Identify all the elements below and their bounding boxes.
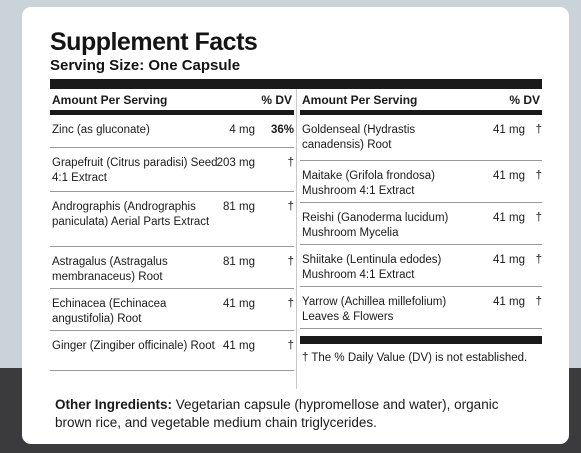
- other-ingredients-text: Vegetarian capsule (hypromellose and wat…: [55, 397, 499, 430]
- amount-per-serving-label: Amount Per Serving: [52, 92, 168, 107]
- ingredient-row: Yarrow (Achillea millefolium) Leaves & F…: [300, 287, 542, 329]
- ingredient-name: Zinc (as gluconate): [52, 124, 150, 136]
- amount-per-serving-label: Amount Per Serving: [302, 92, 418, 107]
- ingredient-dv: †: [535, 254, 542, 266]
- ingredient-row: Zinc (as gluconate) 4 mg 36%: [50, 115, 294, 148]
- ingredient-dv: †: [287, 201, 294, 213]
- ingredient-dv: †: [287, 256, 294, 268]
- ingredient-row: Shiitake (Lentinula edodes) Mushroom 4:1…: [300, 245, 542, 287]
- ingredient-name: Reishi (Ganoderma lucidum) Mushroom Myce…: [302, 212, 449, 239]
- ingredient-dv: †: [535, 212, 542, 224]
- ingredient-name: Ginger (Zingiber officinale) Root: [52, 340, 215, 352]
- ingredient-amount: 4 mg: [229, 124, 255, 136]
- ingredient-amount: 41 mg: [493, 296, 525, 308]
- ingredient-amount: 41 mg: [493, 124, 525, 136]
- ingredient-name: Echinacea (Echinacea angustifolia) Root: [52, 298, 167, 325]
- dv-footnote: † The % Daily Value (DV) is not establis…: [302, 352, 528, 364]
- ingredient-row: Andrographis (Andrographis paniculata) A…: [50, 192, 294, 247]
- ingredient-row: Goldenseal (Hydrastis canadensis) Root 41…: [300, 115, 542, 161]
- serving-size: Serving Size: One Capsule: [50, 57, 241, 74]
- ingredient-name: Astragalus (Astragalus membranaceus) Roo…: [52, 256, 168, 283]
- ingredient-dv: 36%: [270, 124, 294, 136]
- ingredient-row: Grapefruit (Citrus paradisi) Seed 4:1 Ex…: [50, 148, 294, 192]
- column-divider: [296, 89, 297, 389]
- ingredient-amount: 41 mg: [493, 212, 525, 224]
- ingredient-dv: †: [535, 170, 542, 182]
- right-column-header: Amount Per Serving % DV: [300, 89, 542, 115]
- ingredient-dv: †: [287, 157, 294, 169]
- ingredient-name: Grapefruit (Citrus paradisi) Seed 4:1 Ex…: [52, 157, 218, 184]
- right-column: Amount Per Serving % DV Goldenseal (Hydr…: [300, 89, 542, 364]
- ingredient-name: Shiitake (Lentinula edodes) Mushroom 4:1…: [302, 254, 442, 281]
- left-column-header: Amount Per Serving % DV: [50, 89, 294, 115]
- ingredient-amount: 81 mg: [223, 201, 255, 213]
- ingredient-amount: 41 mg: [223, 298, 255, 310]
- ingredient-name: Goldenseal (Hydrastis canadensis) Root: [302, 124, 416, 151]
- ingredient-name: Andrographis (Andrographis paniculata) A…: [52, 201, 210, 228]
- ingredient-amount: 41 mg: [493, 254, 525, 266]
- ingredient-dv: †: [535, 124, 542, 136]
- dv-label: % DV: [509, 92, 540, 107]
- ingredient-amount: 41 mg: [493, 170, 525, 182]
- ingredient-amount: 41 mg: [223, 340, 255, 352]
- panel-title: Supplement Facts: [50, 28, 258, 56]
- ingredient-row: Astragalus (Astragalus membranaceus) Roo…: [50, 247, 294, 289]
- dv-label: % DV: [261, 92, 292, 107]
- ingredient-amount: 81 mg: [223, 256, 255, 268]
- bottom-divider-bar: [300, 336, 542, 344]
- top-divider-bar: [50, 79, 542, 89]
- ingredient-name: Yarrow (Achillea millefolium) Leaves & F…: [302, 296, 447, 323]
- ingredient-name: Maitake (Grifola frondosa) Mushroom 4:1 …: [302, 170, 435, 197]
- ingredient-dv: †: [287, 298, 294, 310]
- ingredient-dv: †: [287, 340, 294, 352]
- ingredient-amount: 203 mg: [216, 157, 255, 169]
- ingredient-dv: †: [535, 296, 542, 308]
- left-column: Amount Per Serving % DV Zinc (as glucona…: [50, 89, 294, 371]
- other-ingredients-label: Other Ingredients:: [55, 397, 173, 412]
- ingredient-row: Reishi (Ganoderma lucidum) Mushroom Myce…: [300, 203, 542, 245]
- ingredient-row: Echinacea (Echinacea angustifolia) Root 4…: [50, 289, 294, 331]
- supplement-facts-card: Supplement Facts Serving Size: One Capsu…: [22, 7, 569, 444]
- other-ingredients: Other Ingredients: Vegetarian capsule (h…: [55, 396, 525, 432]
- ingredient-row: Ginger (Zingiber officinale) Root 41 mg †: [50, 331, 294, 371]
- ingredient-row: Maitake (Grifola frondosa) Mushroom 4:1 …: [300, 161, 542, 203]
